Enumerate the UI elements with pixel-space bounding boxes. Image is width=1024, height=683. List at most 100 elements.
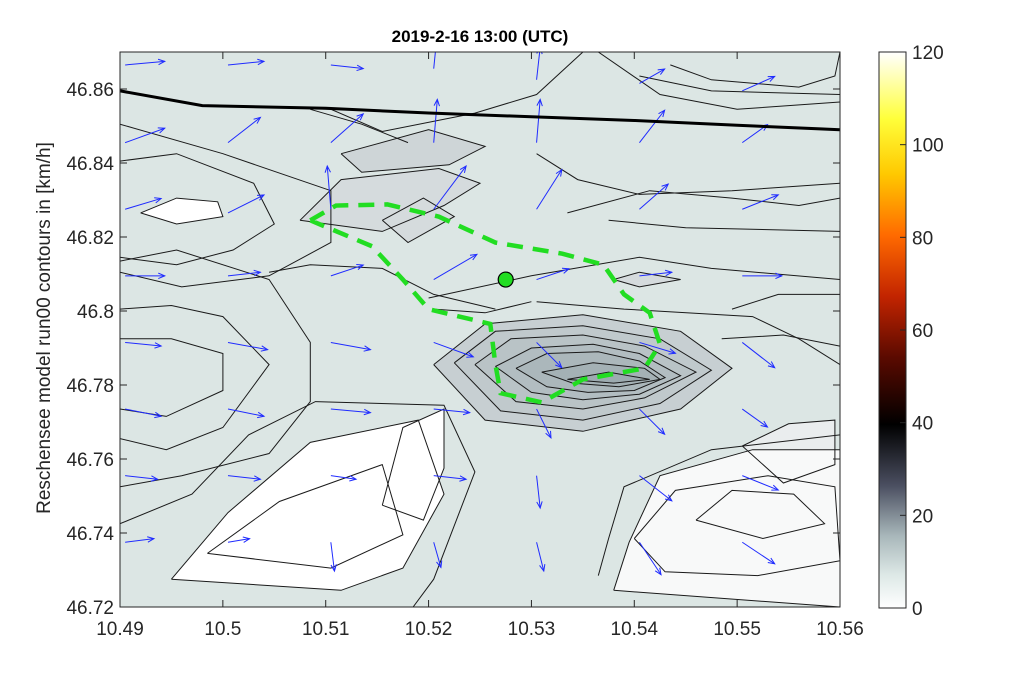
colorbar: 0 20 40 60 80 100 120: [878, 43, 944, 620]
contour-fill: [341, 129, 486, 173]
contour-fills: [140, 129, 840, 607]
x-tick-label: 10.52: [405, 619, 453, 640]
wind-arrow-head: [330, 564, 337, 573]
wind-arrow: [741, 342, 775, 369]
wind-arrow: [124, 127, 165, 144]
contour-line: [340, 129, 487, 173]
wind-arrow-head: [654, 567, 662, 576]
contour-line: [120, 153, 275, 266]
wind-arrow: [125, 475, 158, 480]
wind-arrow-head: [767, 361, 776, 369]
wind-arrow: [639, 68, 665, 84]
colorbar-tick-label: 120: [912, 43, 944, 64]
wind-arrow: [742, 475, 779, 491]
wind-arrow-head: [539, 564, 546, 573]
wind-arrow: [639, 475, 673, 502]
y-axis-label: Reschensee model run00 contours in [km/h…: [34, 142, 55, 514]
wind-arrow: [433, 52, 436, 69]
contour-line: [171, 419, 445, 591]
contour-line: [639, 75, 840, 95]
wind-arrow-head: [253, 116, 262, 124]
wind-arrow: [536, 268, 570, 281]
overlays: [120, 89, 840, 405]
wind-arrow: [433, 99, 438, 143]
contour-line: [608, 219, 840, 232]
y-tick-label: 46.74: [66, 524, 114, 545]
wind-arrow-head: [363, 345, 372, 352]
wind-arrow: [536, 542, 545, 572]
wind-arrow-head: [356, 64, 365, 72]
contour-line: [310, 108, 409, 144]
contour-line: [381, 408, 445, 521]
wind-arrow-head: [536, 98, 543, 107]
wind-arrow-head: [561, 267, 571, 274]
contour-line: [695, 489, 826, 540]
contour-line: [120, 401, 476, 607]
chart-title: 2019-2-16 13:00 (UTC): [392, 27, 569, 46]
y-tick-label: 46.72: [66, 598, 114, 619]
contour-fill: [207, 464, 403, 569]
lake-outline: [309, 202, 663, 405]
contour-line: [536, 301, 840, 366]
wind-arrow-head: [555, 168, 563, 177]
colorbar-tick-label: 80: [912, 228, 933, 249]
x-tick-label: 10.5: [204, 619, 241, 640]
contour-fill: [613, 272, 681, 287]
wind-arrow: [125, 341, 162, 347]
wind-arrow: [330, 408, 371, 414]
wind-arrow-head: [771, 194, 780, 201]
plot-frame: [119, 51, 841, 608]
y-tick-label: 46.76: [66, 450, 114, 471]
wind-arrow: [330, 264, 364, 277]
contour-line: [495, 343, 682, 401]
wind-arrow-head: [158, 272, 167, 280]
wind-arrow-head: [154, 411, 163, 419]
wind-arrow: [330, 542, 335, 572]
y-tick-label: 46.78: [66, 376, 114, 397]
wind-arrow: [639, 541, 662, 575]
y-tick-label: 46.82: [66, 228, 114, 249]
wind-arrow: [639, 109, 666, 143]
wind-arrow-head: [154, 197, 163, 204]
wind-arrow: [536, 52, 541, 80]
wind-arrow-head: [253, 269, 262, 277]
contour-line: [613, 271, 681, 288]
wind-arrow: [433, 542, 442, 568]
contour-line: [567, 371, 650, 384]
colorbar-tick-label: 0: [912, 599, 923, 620]
wind-arrow-head: [459, 475, 468, 482]
x-tick-label: 10.54: [611, 619, 659, 640]
wind-arrow: [536, 169, 563, 210]
x-tick-label: 10.55: [713, 619, 761, 640]
wind-arrow: [125, 408, 162, 417]
wind-arrow-head: [771, 484, 780, 491]
contour-line: [140, 197, 224, 225]
wind-arrow: [742, 541, 775, 565]
wind-arrow-head: [555, 360, 563, 369]
wind-arrow-head: [664, 494, 673, 502]
wind-arrow: [433, 253, 478, 280]
wind-arrow: [639, 341, 676, 354]
wind-arrow-head: [150, 475, 159, 482]
contour-line: [598, 52, 840, 110]
wind-arrow: [227, 538, 250, 543]
wind-arrow: [433, 341, 474, 358]
x-tick-label: 10.51: [302, 619, 350, 640]
wind-arrow-head: [363, 408, 372, 416]
wind-arrow-head: [260, 345, 269, 352]
contour-line: [613, 449, 840, 607]
contour-line: [207, 463, 404, 569]
wind-arrow-head: [436, 560, 443, 569]
wind-arrow: [741, 408, 768, 428]
wind-arrow-head: [664, 269, 674, 277]
contour-line: [453, 325, 713, 421]
wind-arrow-head: [668, 348, 677, 355]
wind-arrow-head: [147, 536, 156, 543]
wind-arrow-head: [536, 501, 543, 510]
wind-arrow-head: [253, 475, 262, 482]
contour-line: [515, 351, 667, 393]
contour-line: [731, 293, 840, 310]
x-tick-label: 10.53: [508, 619, 556, 640]
plot-area: [119, 51, 841, 608]
